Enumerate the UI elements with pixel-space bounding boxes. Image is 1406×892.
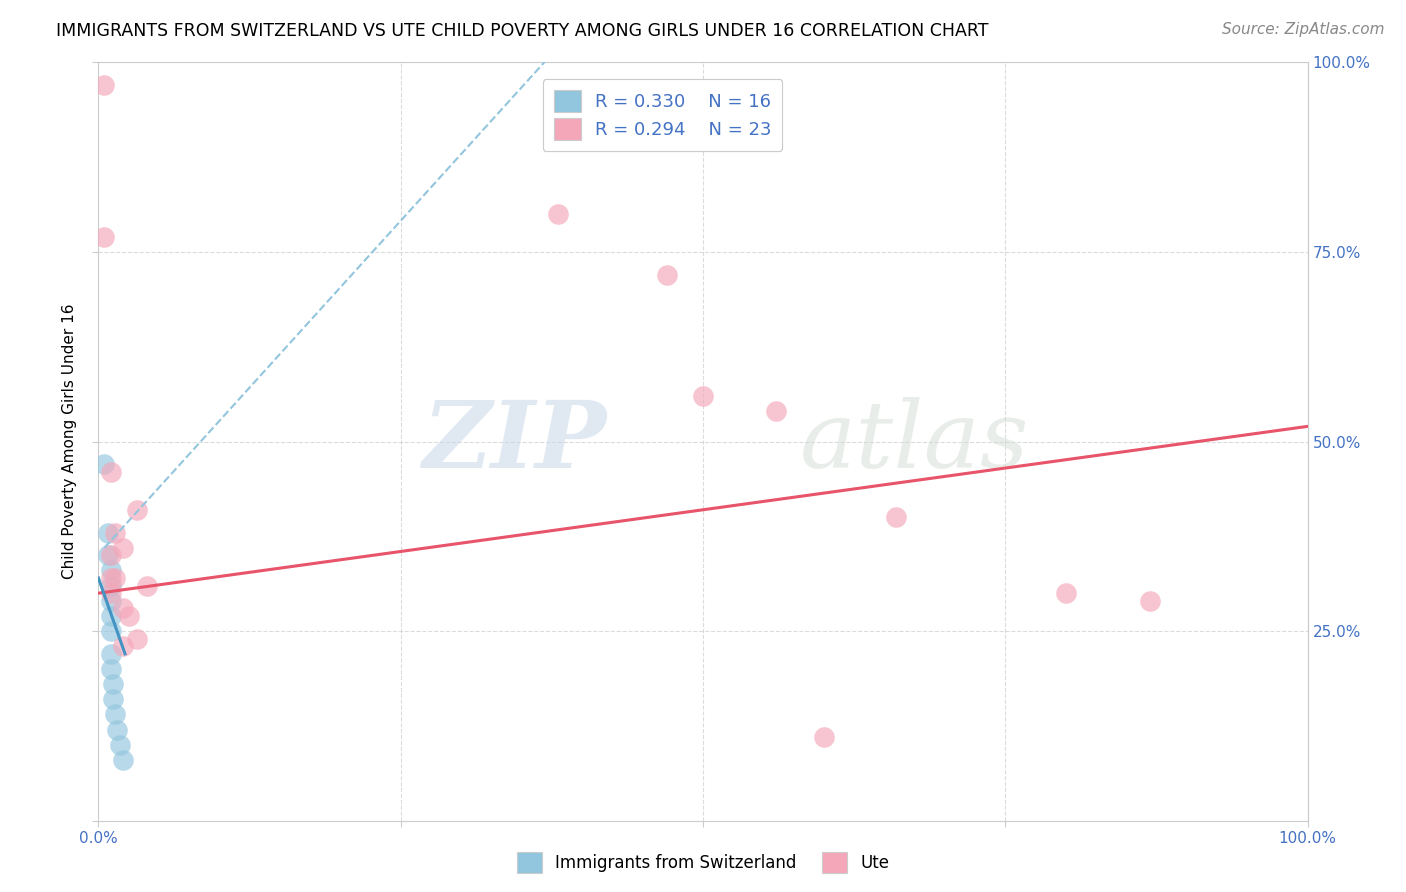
- Point: [111, 601, 134, 615]
- Point: [100, 465, 122, 479]
- Point: [100, 647, 122, 661]
- Point: [100, 594, 122, 608]
- Text: Source: ZipAtlas.com: Source: ZipAtlas.com: [1222, 22, 1385, 37]
- Point: [765, 404, 787, 418]
- Point: [100, 624, 122, 639]
- Point: [105, 723, 128, 737]
- Text: atlas: atlas: [800, 397, 1029, 486]
- Point: [100, 662, 122, 676]
- Point: [104, 525, 127, 540]
- Point: [101, 677, 124, 691]
- Text: IMMIGRANTS FROM SWITZERLAND VS UTE CHILD POVERTY AMONG GIRLS UNDER 16 CORRELATIO: IMMIGRANTS FROM SWITZERLAND VS UTE CHILD…: [56, 22, 988, 40]
- Point: [108, 738, 131, 752]
- Point: [97, 525, 120, 540]
- Point: [547, 207, 569, 221]
- Point: [118, 608, 141, 623]
- Point: [1139, 594, 1161, 608]
- Point: [111, 541, 134, 555]
- Point: [692, 389, 714, 403]
- Legend: Immigrants from Switzerland, Ute: Immigrants from Switzerland, Ute: [510, 846, 896, 880]
- Legend: R = 0.330    N = 16, R = 0.294    N = 23: R = 0.330 N = 16, R = 0.294 N = 23: [543, 79, 783, 151]
- Point: [655, 268, 678, 282]
- Text: ZIP: ZIP: [422, 397, 606, 486]
- Point: [93, 229, 115, 244]
- Point: [104, 571, 127, 585]
- Y-axis label: Child Poverty Among Girls Under 16: Child Poverty Among Girls Under 16: [62, 304, 77, 579]
- Point: [1054, 586, 1077, 600]
- Point: [135, 579, 157, 593]
- Point: [101, 692, 124, 706]
- Point: [97, 548, 120, 563]
- Point: [100, 579, 122, 593]
- Point: [813, 730, 835, 744]
- Point: [100, 548, 122, 563]
- Point: [93, 78, 115, 92]
- Point: [100, 586, 122, 600]
- Point: [111, 639, 134, 653]
- Point: [100, 564, 122, 578]
- Point: [100, 571, 122, 585]
- Point: [886, 510, 908, 524]
- Point: [111, 753, 134, 767]
- Point: [127, 503, 149, 517]
- Point: [104, 707, 127, 722]
- Point: [127, 632, 149, 646]
- Point: [93, 458, 115, 472]
- Point: [100, 608, 122, 623]
